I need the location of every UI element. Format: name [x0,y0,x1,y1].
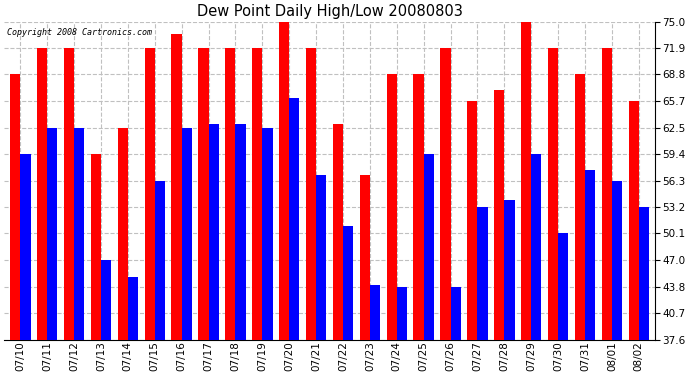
Bar [144,48,155,340]
Bar [208,124,219,340]
Bar [504,200,515,340]
Bar [585,171,595,340]
Bar [333,124,343,340]
Bar [629,101,639,340]
Bar [198,48,208,340]
Bar [279,22,289,340]
Bar [20,154,30,340]
Bar [64,48,74,340]
Bar [548,48,558,340]
Bar [424,154,434,340]
Bar [370,285,380,340]
Bar [386,74,397,340]
Bar [359,175,370,340]
Bar [155,181,165,340]
Bar [235,124,246,340]
Bar [225,48,235,340]
Bar [413,74,424,340]
Bar [262,128,273,340]
Title: Dew Point Daily High/Low 20080803: Dew Point Daily High/Low 20080803 [197,4,462,19]
Bar [531,154,542,340]
Bar [101,260,111,340]
Bar [47,128,57,340]
Bar [612,181,622,340]
Bar [37,48,47,340]
Bar [316,175,326,340]
Bar [10,74,20,340]
Bar [128,277,138,340]
Bar [91,154,101,340]
Bar [118,128,128,340]
Bar [440,48,451,340]
Bar [521,22,531,340]
Text: Copyright 2008 Cartronics.com: Copyright 2008 Cartronics.com [8,28,152,37]
Bar [477,207,488,340]
Bar [575,74,585,340]
Bar [602,48,612,340]
Bar [252,48,262,340]
Bar [639,207,649,340]
Bar [494,90,504,340]
Bar [74,128,84,340]
Bar [343,226,353,340]
Bar [181,128,192,340]
Bar [467,101,477,340]
Bar [306,48,316,340]
Bar [451,287,461,340]
Bar [558,233,569,340]
Bar [171,34,181,340]
Bar [289,98,299,340]
Bar [397,287,407,340]
